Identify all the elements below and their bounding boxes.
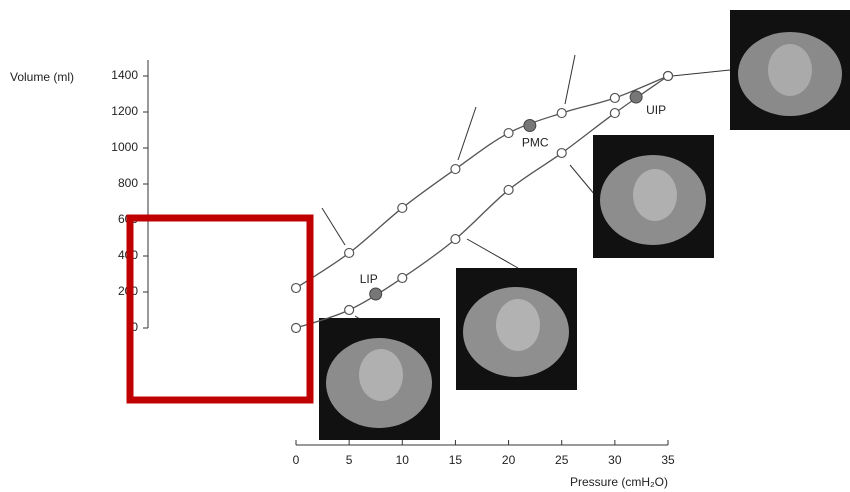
data-point <box>398 203 407 212</box>
data-point <box>610 93 619 102</box>
x-tick-label: 5 <box>346 453 353 467</box>
y-tick-label: 800 <box>118 176 138 190</box>
data-point <box>451 235 460 244</box>
data-point <box>345 248 354 257</box>
key-point-label: UIP <box>646 103 666 117</box>
key-point <box>630 91 642 103</box>
data-point <box>557 109 566 118</box>
chart: Volume (ml) Pressure (cmH₂O) 02004006008… <box>0 0 850 492</box>
x-tick-label: 20 <box>502 453 516 467</box>
data-point <box>610 109 619 118</box>
key-point-label: PMC <box>522 136 549 150</box>
key-point <box>370 288 382 300</box>
data-point <box>451 165 460 174</box>
y-tick-label: 1400 <box>111 68 138 82</box>
y-axis-label: Volume (ml) <box>10 70 74 84</box>
y-tick-label: 1200 <box>111 104 138 118</box>
ct-image <box>456 268 577 390</box>
data-point <box>292 284 301 293</box>
key-point <box>524 120 536 132</box>
data-point <box>398 273 407 282</box>
x-tick-label: 10 <box>396 453 410 467</box>
x-tick-label: 0 <box>293 453 300 467</box>
data-point <box>504 129 513 138</box>
highlight-box <box>130 218 310 400</box>
data-point <box>504 185 513 194</box>
key-point-label: LIP <box>360 272 378 286</box>
data-point <box>557 149 566 158</box>
x-tick-label: 25 <box>555 453 569 467</box>
x-axis-label: Pressure (cmH₂O) <box>570 475 668 489</box>
y-tick-label: 1000 <box>111 140 138 154</box>
x-tick-label: 35 <box>661 453 675 467</box>
x-tick-label: 15 <box>449 453 463 467</box>
data-point <box>664 72 673 81</box>
ct-image <box>593 135 714 258</box>
ct-image <box>319 318 440 440</box>
data-point <box>292 324 301 333</box>
ct-image <box>730 10 850 130</box>
x-tick-label: 30 <box>608 453 622 467</box>
data-point <box>345 306 354 315</box>
